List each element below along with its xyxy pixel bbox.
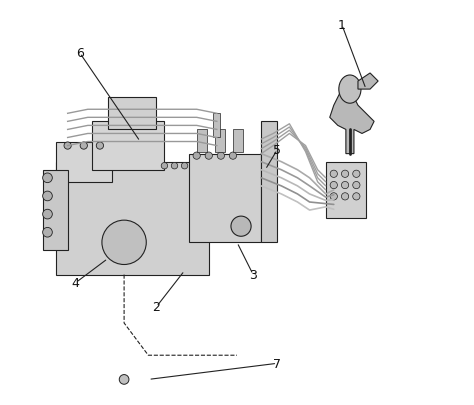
Bar [197,130,207,152]
Circle shape [96,143,103,150]
Circle shape [330,171,337,178]
Circle shape [80,143,87,150]
Circle shape [231,217,251,237]
Text: 6: 6 [76,47,84,60]
Bar [213,114,220,138]
Circle shape [171,163,178,170]
Text: 2: 2 [153,301,160,313]
Text: 7: 7 [273,357,282,370]
Circle shape [182,163,188,170]
Polygon shape [358,74,378,90]
Circle shape [64,143,71,150]
Bar [261,122,277,243]
Bar [189,154,261,243]
Text: 3: 3 [249,269,257,281]
Circle shape [102,221,146,265]
Circle shape [43,192,52,201]
Bar [55,162,209,275]
Circle shape [353,171,360,178]
Circle shape [193,153,201,160]
Circle shape [353,193,360,200]
Text: 4: 4 [72,277,80,290]
Bar [108,98,156,130]
Text: 1: 1 [338,19,346,32]
Circle shape [205,153,212,160]
Text: 5: 5 [273,144,282,157]
Bar [44,171,68,251]
Polygon shape [330,90,374,154]
Circle shape [43,210,52,220]
Bar [215,130,225,152]
Bar [92,122,164,171]
Circle shape [341,171,349,178]
Circle shape [330,182,337,189]
Circle shape [353,182,360,189]
Circle shape [229,153,237,160]
Bar [55,142,112,182]
Ellipse shape [339,76,361,104]
Circle shape [43,228,52,237]
Circle shape [217,153,225,160]
Circle shape [119,375,129,384]
Circle shape [341,182,349,189]
Circle shape [43,173,52,183]
Circle shape [161,163,168,170]
Circle shape [341,193,349,200]
Circle shape [330,193,337,200]
Bar [326,162,366,219]
Bar [233,130,243,152]
